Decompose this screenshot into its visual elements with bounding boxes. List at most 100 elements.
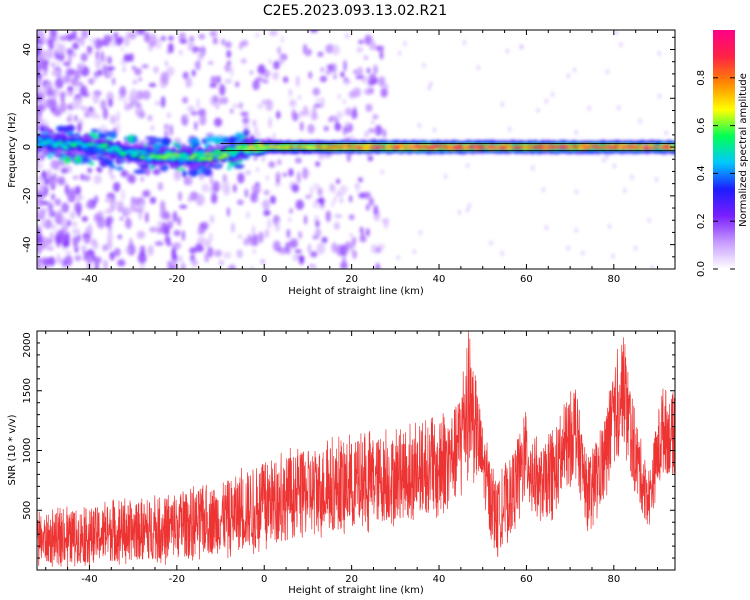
noise-blob xyxy=(315,97,321,104)
noise-blob xyxy=(210,75,218,85)
noise-blob xyxy=(47,168,52,178)
noise-blob xyxy=(127,134,134,143)
noise-blob xyxy=(380,169,384,175)
noise-blob xyxy=(103,259,108,269)
noise-blob xyxy=(137,251,147,264)
noise-blob xyxy=(134,208,143,213)
noise-blob xyxy=(347,79,351,85)
noise-blob xyxy=(372,64,379,75)
noise-blob xyxy=(323,153,332,159)
noise-blob xyxy=(37,46,42,57)
noise-blob xyxy=(146,140,156,147)
noise-blob xyxy=(80,52,88,62)
noise-blob xyxy=(64,183,69,196)
spectrogram-x-axis-label: Height of straight line (km) xyxy=(288,286,424,297)
noise-blob xyxy=(212,37,219,45)
noise-blob xyxy=(109,164,116,170)
noise-blob xyxy=(185,176,193,186)
noise-blob xyxy=(37,208,42,216)
noise-blob xyxy=(229,108,234,114)
noise-blob xyxy=(363,191,371,199)
ridge-cell xyxy=(253,148,261,152)
noise-blob xyxy=(152,137,165,144)
noise-blob xyxy=(422,63,426,69)
noise-blob xyxy=(313,183,320,191)
noise-blob xyxy=(477,65,481,71)
noise-blob xyxy=(74,201,83,214)
noise-blob xyxy=(466,207,470,213)
noise-blob xyxy=(300,256,305,262)
noise-blob xyxy=(166,66,175,77)
noise-blob xyxy=(59,103,64,110)
noise-blob xyxy=(85,254,93,264)
noise-blob xyxy=(75,84,79,92)
noise-blob xyxy=(224,41,232,49)
noise-blob xyxy=(79,85,88,97)
noise-blob xyxy=(93,71,99,78)
noise-blob xyxy=(226,60,232,65)
snr-x-tick-label: 40 xyxy=(433,574,446,585)
snr-y-tick-label: 1500 xyxy=(22,378,33,403)
ridge-cell xyxy=(80,144,88,149)
noise-blob xyxy=(80,244,87,251)
noise-blob xyxy=(227,165,232,171)
noise-blob xyxy=(189,247,197,254)
noise-blob xyxy=(333,196,337,202)
noise-blob xyxy=(150,124,155,132)
noise-blob xyxy=(433,127,437,133)
noise-blob xyxy=(171,259,176,269)
noise-blob xyxy=(51,69,60,77)
noise-blob xyxy=(226,49,232,59)
noise-blob xyxy=(349,232,353,238)
noise-blob xyxy=(202,166,212,177)
noise-blob xyxy=(213,135,221,145)
noise-blob xyxy=(134,67,142,76)
noise-blob xyxy=(372,114,379,120)
noise-blob xyxy=(304,194,312,199)
ridge-cell xyxy=(101,142,109,148)
noise-blob xyxy=(545,225,549,231)
noise-blob xyxy=(457,209,461,215)
ridge-cell xyxy=(167,153,175,158)
noise-blob xyxy=(288,88,293,97)
snr-y-tick-label: 500 xyxy=(22,501,33,520)
noise-blob xyxy=(581,250,585,256)
noise-blob xyxy=(237,172,245,184)
noise-blob xyxy=(220,96,229,105)
noise-blob xyxy=(250,265,254,269)
noise-blob xyxy=(302,167,309,180)
noise-blob xyxy=(220,182,228,191)
noise-blob xyxy=(650,265,654,269)
noise-blob xyxy=(298,231,303,239)
noise-blob xyxy=(310,30,318,33)
noise-blob xyxy=(373,128,377,134)
noise-blob xyxy=(364,88,374,95)
ridge-cell xyxy=(169,156,177,161)
noise-blob xyxy=(50,62,56,68)
noise-blob xyxy=(38,30,46,43)
noise-blob xyxy=(380,87,388,98)
noise-blob xyxy=(209,83,218,88)
noise-blob xyxy=(207,60,214,65)
noise-blob xyxy=(261,199,271,210)
noise-blob xyxy=(54,233,61,244)
noise-blob xyxy=(133,169,146,175)
noise-blob xyxy=(344,121,349,127)
noise-blob xyxy=(255,197,259,203)
noise-blob xyxy=(326,64,332,70)
colorbar-label: Normalized spectral amplitude xyxy=(738,73,749,227)
noise-blob xyxy=(355,74,364,80)
spectrogram-y-tick-label: 0 xyxy=(22,144,33,150)
noise-blob xyxy=(64,254,73,267)
noise-blob xyxy=(92,92,100,104)
noise-blob xyxy=(165,241,173,247)
noise-blob xyxy=(164,60,168,67)
noise-blob xyxy=(123,35,130,47)
noise-blob xyxy=(236,249,243,259)
noise-blob xyxy=(280,35,285,44)
noise-blob xyxy=(196,97,200,110)
noise-blob xyxy=(94,58,102,69)
noise-blob xyxy=(142,91,149,99)
noise-blob xyxy=(352,87,362,98)
noise-blob xyxy=(292,254,299,262)
